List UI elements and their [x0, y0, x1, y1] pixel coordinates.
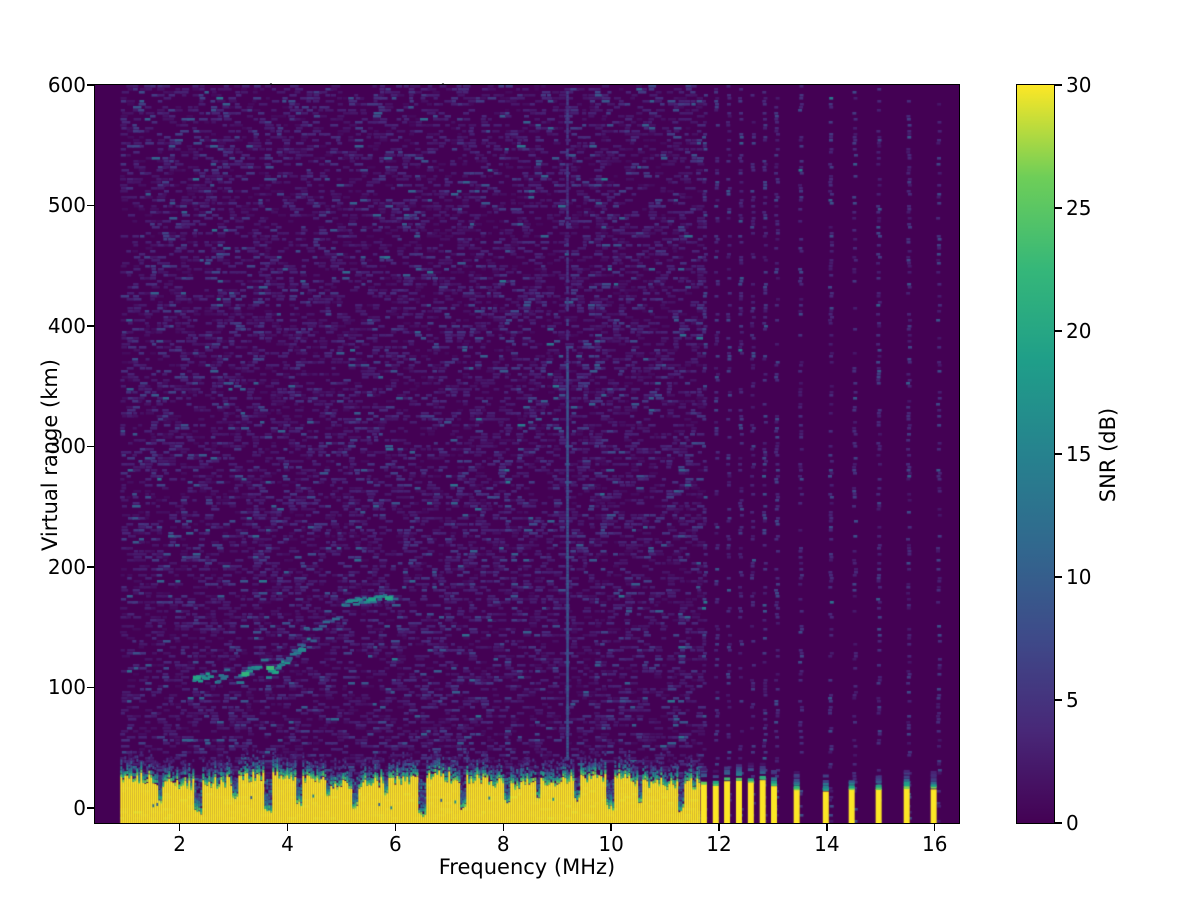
colorbar-tick-mark [1054, 84, 1062, 86]
x-tick-label: 8 [496, 832, 510, 856]
y-axis-label: Virtual range (km) [38, 358, 62, 552]
x-tick-label: 10 [598, 832, 624, 856]
y-tick-mark [87, 566, 95, 568]
x-tick-mark [394, 823, 397, 831]
x-tick-label: 2 [173, 832, 187, 856]
y-tick-label: 200 [47, 554, 86, 579]
x-tick-label: 14 [814, 832, 840, 856]
colorbar-tick-mark [1054, 699, 1062, 701]
heatmap-canvas [94, 84, 959, 823]
colorbar-tick-mark [1054, 576, 1062, 578]
y-tick-label: 0 [73, 795, 86, 820]
x-tick-label: 16 [921, 832, 948, 856]
y-tick-label: 600 [47, 73, 86, 97]
x-tick-mark [502, 823, 505, 831]
x-tick-mark [610, 823, 612, 831]
colorbar-tick-label: 10 [1066, 565, 1092, 589]
y-tick-label: 300 [47, 434, 86, 459]
colorbar-tick-label: 15 [1066, 442, 1092, 466]
y-tick-label: 400 [47, 313, 86, 338]
colorbar-tick-mark [1054, 330, 1062, 332]
y-tick-mark [87, 325, 95, 327]
y-tick-mark [87, 84, 95, 86]
colorbar-tick-mark [1054, 207, 1062, 209]
colorbar [1015, 83, 1055, 824]
x-tick-mark [933, 823, 936, 831]
colorbar-tick-mark [1054, 453, 1062, 455]
plot-area [93, 83, 960, 824]
x-tick-mark [286, 823, 289, 831]
x-axis-label: Frequency (MHz) [438, 855, 616, 879]
colorbar-tick-mark [1054, 822, 1062, 824]
colorbar-tick-label: 5 [1066, 688, 1079, 712]
colorbar-tick-label: 25 [1066, 196, 1092, 220]
x-tick-mark [826, 823, 828, 831]
y-tick-label: 100 [47, 675, 86, 700]
x-tick-mark [178, 823, 181, 831]
colorbar-tick-label: 30 [1066, 73, 1092, 97]
x-tick-label: 12 [706, 832, 732, 856]
y-tick-mark [87, 445, 95, 448]
y-tick-mark [87, 807, 95, 809]
y-tick-mark [87, 204, 95, 207]
x-tick-mark [718, 823, 720, 831]
y-tick-mark [87, 686, 95, 689]
colorbar-label: SNR (dB) [1096, 407, 1120, 503]
x-tick-label: 4 [281, 832, 294, 856]
x-tick-label: 6 [389, 832, 402, 856]
colorbar-tick-label: 0 [1066, 811, 1079, 835]
colorbar-tick-label: 20 [1066, 319, 1092, 343]
y-tick-label: 500 [47, 193, 86, 218]
